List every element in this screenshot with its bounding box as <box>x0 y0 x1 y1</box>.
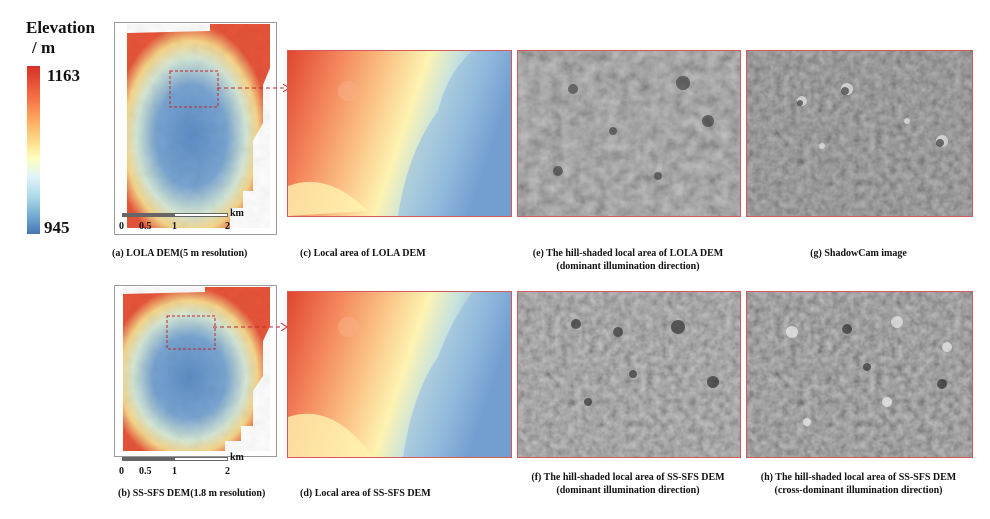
caption-e-line1: (e) The hill-shaded local area of LOLA D… <box>532 248 724 259</box>
panel-e-hillshade-lola <box>517 50 741 217</box>
caption-g: (g) ShadowCam image <box>810 248 907 259</box>
zoom-arrow-b <box>213 322 288 332</box>
caption-h-line2: (cross-dominant illumination direction) <box>774 485 943 496</box>
panel-g-shadowcam <box>746 50 973 217</box>
scalebar-tick-2: 2 <box>225 466 230 477</box>
caption-h-line1: (h) The hill-shaded local area of SS-SFS… <box>760 472 957 483</box>
caption-f-line2: (dominant illumination direction) <box>556 485 700 496</box>
panel-h-hillshade-sssfs-cross <box>746 291 973 458</box>
color-bar <box>27 66 40 234</box>
scalebar-b: km 0 0.5 1 2 <box>118 452 268 482</box>
legend-title-line2: / m <box>32 38 56 57</box>
legend-max-label: 1163 <box>47 66 81 85</box>
caption-d: (d) Local area of SS-SFS DEM <box>300 488 431 499</box>
panel-c-local-lola <box>287 50 512 217</box>
legend-title-line1: Elevation <box>26 18 95 37</box>
caption-f: (f) The hill-shaded local area of SS-SFS… <box>517 471 739 497</box>
scalebar-tick-2: 2 <box>225 221 230 232</box>
panel-b-overview <box>114 285 277 457</box>
scalebar-unit: km <box>230 208 244 219</box>
caption-c: (c) Local area of LOLA DEM <box>300 248 426 259</box>
caption-a: (a) LOLA DEM(5 m resolution) <box>112 248 248 259</box>
legend-title: Elevation / m <box>26 18 95 58</box>
scalebar-tick-1: 1 <box>172 466 177 477</box>
panel-a-overview <box>114 22 277 235</box>
scalebar-tick-05: 0.5 <box>139 466 152 477</box>
caption-f-line1: (f) The hill-shaded local area of SS-SFS… <box>531 472 725 483</box>
scalebar-tick-05: 0.5 <box>139 221 152 232</box>
caption-b: (b) SS-SFS DEM(1.8 m resolution) <box>118 488 266 499</box>
scalebar-tick-0: 0 <box>119 221 124 232</box>
scalebar-a: km 0 0.5 1 2 <box>118 208 268 238</box>
scalebar-tick-0: 0 <box>119 466 124 477</box>
panel-f-hillshade-sssfs <box>517 291 741 458</box>
scalebar-tick-1: 1 <box>172 221 177 232</box>
panel-d-local-sssfs <box>287 291 512 458</box>
zoom-arrow-a <box>217 83 290 93</box>
caption-e: (e) The hill-shaded local area of LOLA D… <box>517 247 739 273</box>
caption-h: (h) The hill-shaded local area of SS-SFS… <box>746 471 971 497</box>
legend-min-label: 945 <box>44 218 70 237</box>
scalebar-unit: km <box>230 452 244 463</box>
caption-e-line2: (dominant illumination direction) <box>556 261 700 272</box>
